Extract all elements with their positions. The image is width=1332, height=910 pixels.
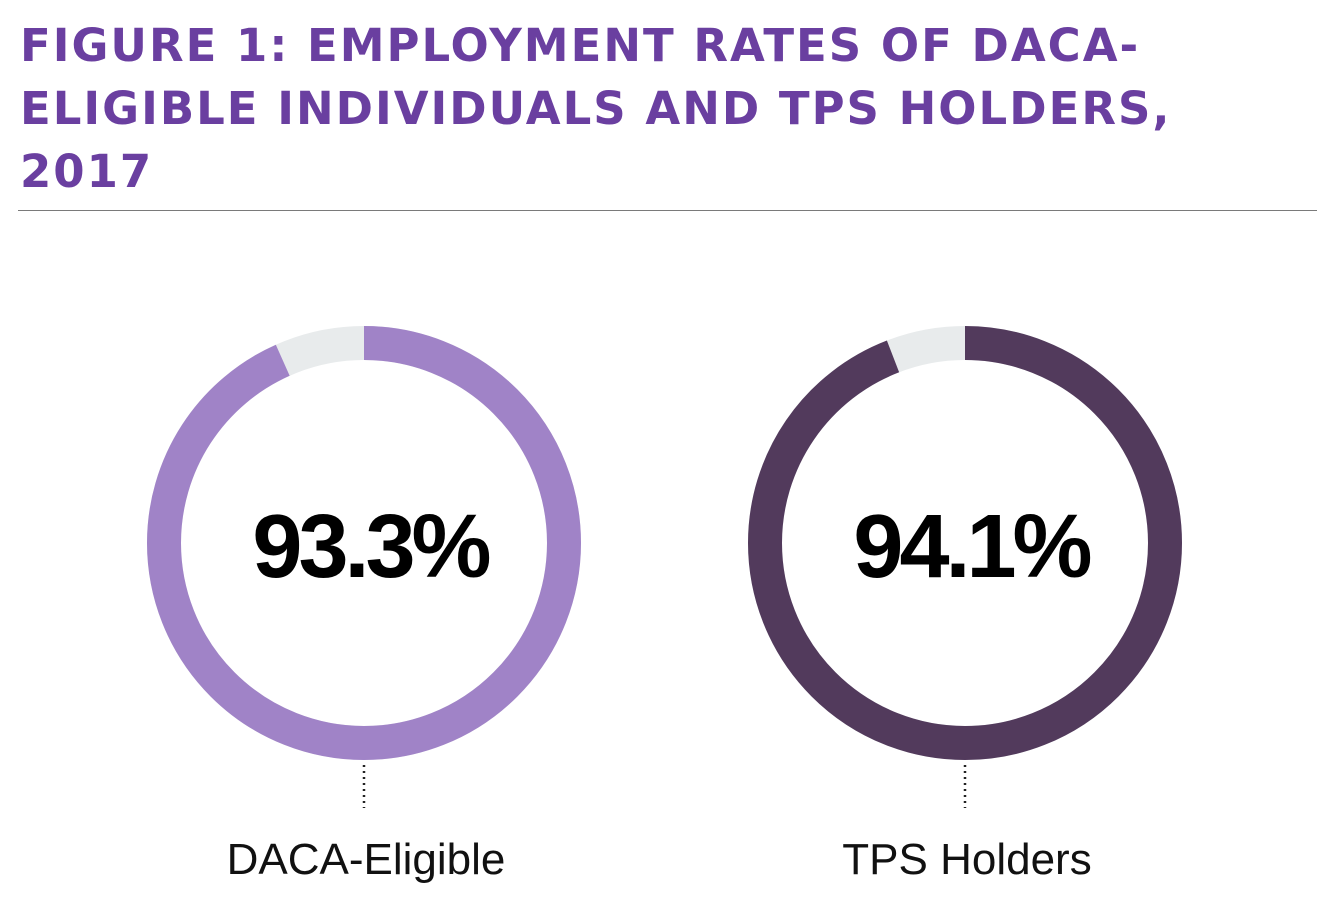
donut-tps-holders: 94.1% TPS Holders bbox=[748, 326, 1182, 884]
donut-value-slice bbox=[748, 326, 1182, 760]
donut-daca-eligible: 93.3% DACA-Eligible bbox=[147, 326, 581, 884]
donut-value-label: 93.3% bbox=[252, 497, 489, 597]
title-divider bbox=[18, 210, 1317, 211]
donut-value-slice bbox=[147, 326, 581, 760]
category-label: TPS Holders bbox=[842, 835, 1091, 884]
category-label: DACA-Eligible bbox=[227, 835, 506, 884]
donut-value-label: 94.1% bbox=[853, 497, 1090, 597]
chart-title: FIGURE 1: EMPLOYMENT RATES OF DACA-ELIGI… bbox=[20, 19, 1172, 198]
